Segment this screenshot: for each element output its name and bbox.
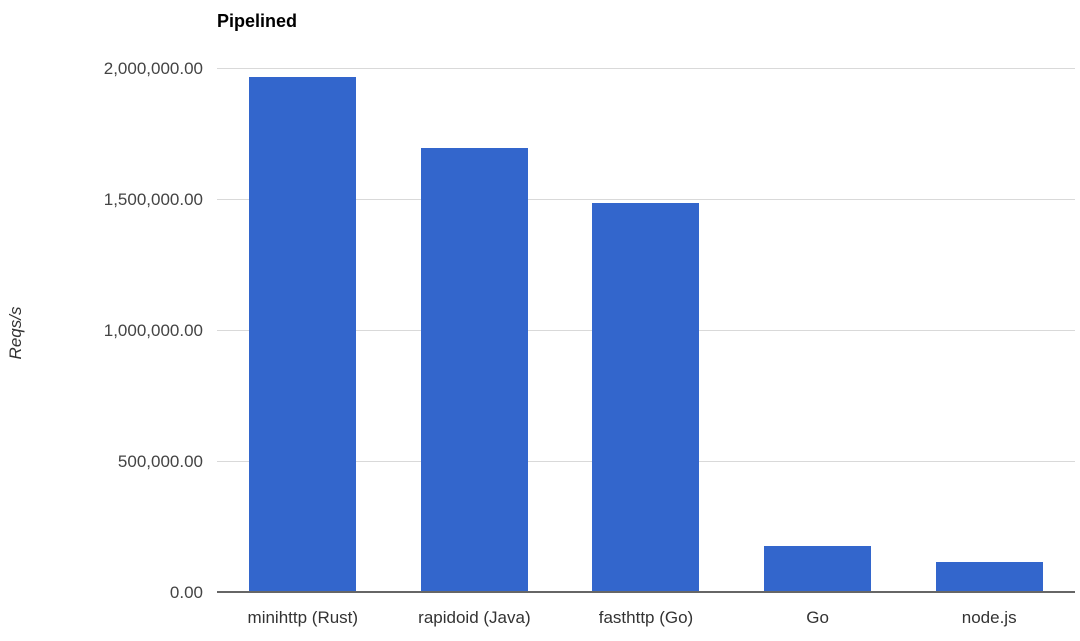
gridline bbox=[217, 68, 1075, 69]
category-label-go: Go bbox=[806, 608, 829, 627]
plot-area bbox=[217, 68, 1075, 593]
bar-slot-go bbox=[732, 69, 904, 593]
bar-slot-minihttp-rust bbox=[217, 69, 389, 593]
bar-slot-fasthttp-go bbox=[560, 69, 732, 593]
x-axis-baseline bbox=[217, 591, 1075, 593]
y-tick-label-500-000-00: 500,000.00 bbox=[117, 452, 203, 471]
category-label-rapidoid-java: rapidoid (Java) bbox=[418, 608, 531, 627]
bar-go bbox=[764, 545, 872, 593]
bar-fasthttp-go bbox=[592, 202, 700, 593]
bars-row bbox=[217, 69, 1075, 593]
category-label-node-js: node.js bbox=[961, 608, 1017, 627]
gridline bbox=[217, 199, 1075, 200]
bar-rapidoid-java bbox=[420, 147, 528, 593]
y-tick-label-1-000-000-00: 1,000,000.00 bbox=[103, 321, 203, 340]
bar-slot-node-js bbox=[903, 69, 1075, 593]
category-label-minihttp-rust: minihttp (Rust) bbox=[247, 608, 359, 627]
bar-slot-rapidoid-java bbox=[389, 69, 561, 593]
bar-minihttp-rust bbox=[249, 76, 357, 593]
y-axis-tick-labels: 0.00 500,000.00 1,000,000.00 1,500,000.00 2,… bbox=[0, 59, 203, 602]
y-tick-label-2-000-000-00: 2,000,000.00 bbox=[103, 59, 203, 78]
y-tick-label-0-00: 0.00 bbox=[169, 583, 203, 602]
bar-node-js bbox=[935, 561, 1043, 593]
chart-title: Pipelined bbox=[217, 11, 298, 31]
x-axis-category-labels: minihttp (Rust) rapidoid (Java) fasthttp (… bbox=[217, 603, 1075, 633]
category-label-fasthttp-go: fasthttp (Go) bbox=[598, 608, 694, 627]
y-tick-label-1-500-000-00: 1,500,000.00 bbox=[103, 190, 203, 209]
